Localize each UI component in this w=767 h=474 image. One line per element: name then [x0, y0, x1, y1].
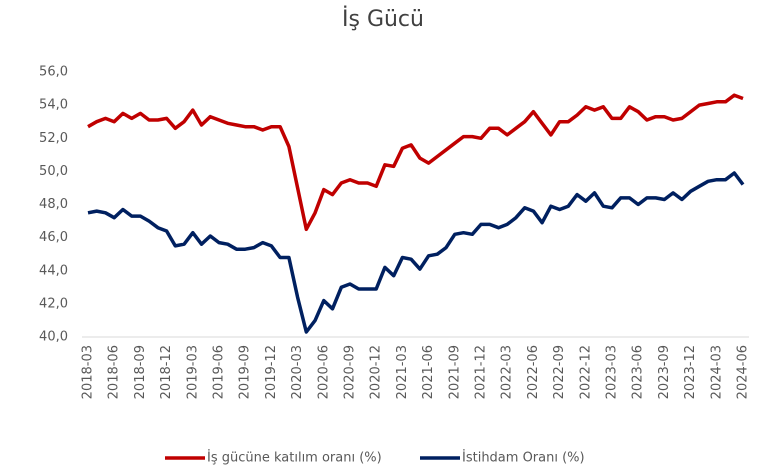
- y-tick-label: 52,0: [39, 131, 68, 146]
- y-tick-label: 46,0: [39, 230, 68, 245]
- x-tick-label: 2018-03: [81, 345, 96, 399]
- x-tick-label: 2022-03: [500, 345, 515, 399]
- x-tick-label: 2023-06: [631, 345, 646, 399]
- y-tick-label: 54,0: [39, 98, 68, 113]
- x-tick-label: 2018-09: [133, 345, 148, 399]
- x-tick-label: 2018-06: [107, 345, 122, 399]
- x-tick-label: 2022-12: [578, 345, 593, 399]
- x-tick-label: 2020-09: [343, 345, 358, 399]
- y-tick-label: 44,0: [39, 263, 68, 278]
- x-tick-label: 2021-03: [395, 345, 410, 399]
- series-line: [87, 171, 745, 334]
- x-tick-label: 2019-03: [185, 345, 200, 399]
- x-tick-label: 2020-03: [290, 345, 305, 399]
- x-tick-label: 2019-06: [212, 345, 227, 399]
- x-tick-label: 2024-06: [736, 345, 751, 399]
- y-tick-label: 50,0: [39, 164, 68, 179]
- x-tick-label: 2020-06: [316, 345, 331, 399]
- x-tick-label: 2023-03: [605, 345, 620, 399]
- x-tick-label: 2020-12: [369, 345, 384, 399]
- legend-label: İstihdam Oranı (%): [462, 450, 585, 466]
- x-tick-label: 2023-12: [683, 345, 698, 399]
- x-tick-label: 2021-12: [474, 345, 489, 399]
- x-tick-label: 2018-12: [159, 345, 174, 399]
- y-tick-label: 56,0: [39, 65, 68, 80]
- x-tick-label: 2019-12: [264, 345, 279, 399]
- y-tick-label: 48,0: [39, 197, 68, 212]
- x-tick-label: 2024-03: [709, 345, 724, 399]
- x-tick-label: 2022-09: [552, 345, 567, 399]
- x-tick-label: 2021-09: [447, 345, 462, 399]
- y-tick-label: 40,0: [39, 330, 68, 345]
- series-line: [87, 93, 744, 232]
- x-tick-label: 2021-06: [421, 345, 436, 399]
- x-tick-label: 2022-06: [526, 345, 541, 399]
- chart-title: İş Gücü: [342, 6, 424, 32]
- x-tick-label: 2019-09: [238, 345, 253, 399]
- legend-label: İş gücüne katılım oranı (%): [207, 450, 382, 466]
- y-tick-label: 42,0: [39, 296, 68, 311]
- x-tick-label: 2023-09: [657, 345, 672, 399]
